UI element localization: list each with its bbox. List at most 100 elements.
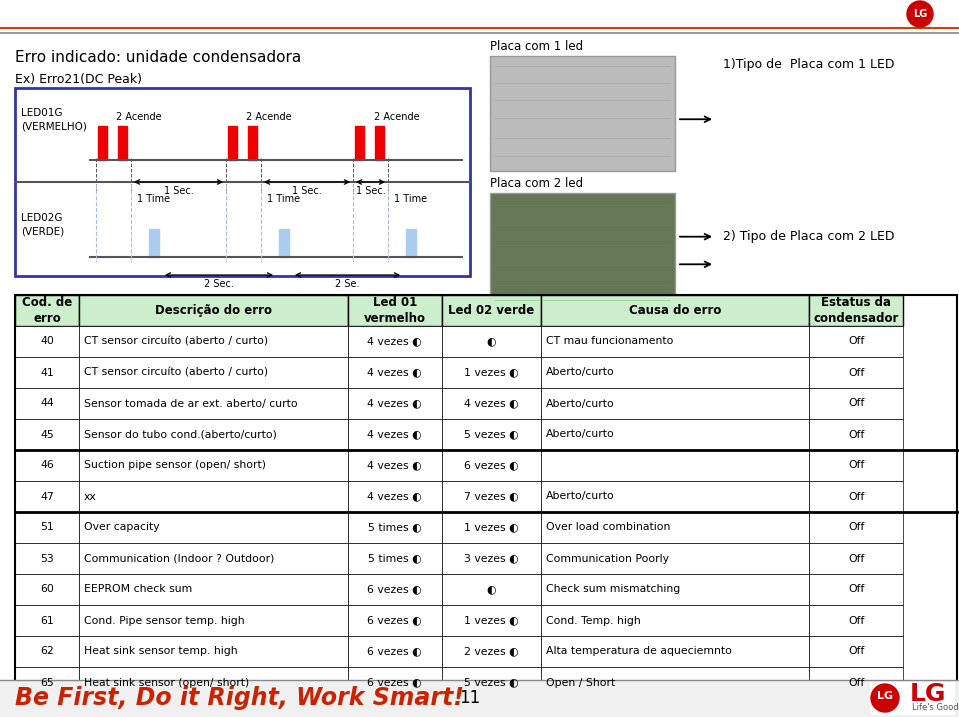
Text: Off: Off: [848, 460, 864, 470]
Bar: [279, 229, 289, 257]
Text: 62: 62: [40, 647, 54, 657]
Bar: [228, 126, 237, 160]
Text: Off: Off: [848, 491, 864, 501]
Bar: [442, 481, 541, 512]
Circle shape: [907, 1, 933, 27]
Bar: [809, 574, 903, 605]
Text: Communication (Indoor ? Outdoor): Communication (Indoor ? Outdoor): [84, 554, 274, 564]
Text: 44: 44: [40, 399, 54, 409]
Bar: [809, 295, 903, 326]
Text: 1 Time: 1 Time: [394, 194, 428, 204]
Text: LG: LG: [877, 691, 893, 701]
Text: Sensor do tubo cond.(aberto/curto): Sensor do tubo cond.(aberto/curto): [84, 429, 277, 440]
Text: xx: xx: [84, 491, 97, 501]
Bar: [15, 295, 957, 698]
Text: 45: 45: [40, 429, 54, 440]
Bar: [490, 193, 675, 308]
Text: 41: 41: [40, 368, 54, 377]
Text: Communication Poorly: Communication Poorly: [546, 554, 668, 564]
Text: CT sensor circuíto (aberto / curto): CT sensor circuíto (aberto / curto): [84, 336, 269, 346]
Text: Off: Off: [848, 399, 864, 409]
Bar: [541, 667, 809, 698]
Text: Open / Short: Open / Short: [546, 678, 615, 688]
Text: 2 Acende: 2 Acende: [246, 112, 292, 122]
Text: LG: LG: [913, 9, 927, 19]
Text: Off: Off: [848, 615, 864, 625]
Bar: [15, 450, 79, 481]
Bar: [809, 481, 903, 512]
Text: Over capacity: Over capacity: [84, 523, 160, 533]
Bar: [79, 543, 347, 574]
Circle shape: [871, 684, 899, 712]
Bar: [442, 326, 541, 357]
Text: 4 vezes ◐: 4 vezes ◐: [367, 491, 422, 501]
Bar: [406, 229, 416, 257]
Bar: [15, 636, 79, 667]
Bar: [809, 667, 903, 698]
Bar: [541, 636, 809, 667]
Bar: [15, 574, 79, 605]
Text: 6 vezes ◐: 6 vezes ◐: [367, 647, 422, 657]
Bar: [79, 450, 347, 481]
Text: Be First, Do it Right, Work Smart!: Be First, Do it Right, Work Smart!: [15, 686, 464, 710]
Text: Aberto/curto: Aberto/curto: [546, 399, 615, 409]
Bar: [347, 512, 442, 543]
Text: 53: 53: [40, 554, 54, 564]
Bar: [442, 574, 541, 605]
Text: 47: 47: [40, 491, 54, 501]
Bar: [15, 512, 79, 543]
Bar: [15, 419, 79, 450]
Text: Off: Off: [848, 678, 864, 688]
Text: Aberto/curto: Aberto/curto: [546, 429, 615, 440]
Text: 51: 51: [40, 523, 54, 533]
Text: ◐: ◐: [486, 336, 496, 346]
Text: 2 Acende: 2 Acende: [373, 112, 419, 122]
Text: Cond. Pipe sensor temp. high: Cond. Pipe sensor temp. high: [84, 615, 245, 625]
Bar: [15, 605, 79, 636]
Text: 46: 46: [40, 460, 54, 470]
Bar: [248, 126, 257, 160]
Text: Cod. de
erro: Cod. de erro: [22, 297, 72, 325]
Text: ◐: ◐: [486, 584, 496, 594]
Bar: [442, 450, 541, 481]
Text: Led 02 verde: Led 02 verde: [448, 304, 534, 317]
Text: CT mau funcionamento: CT mau funcionamento: [546, 336, 673, 346]
Bar: [375, 126, 384, 160]
Bar: [347, 388, 442, 419]
Bar: [347, 326, 442, 357]
Text: 1 Time: 1 Time: [137, 194, 171, 204]
Text: 1)Tipo de  Placa com 1 LED: 1)Tipo de Placa com 1 LED: [723, 58, 895, 71]
Bar: [15, 481, 79, 512]
Text: 7 vezes ◐: 7 vezes ◐: [464, 491, 519, 501]
Text: LED02G
(VERDE): LED02G (VERDE): [21, 214, 64, 237]
Text: 6 vezes ◐: 6 vezes ◐: [367, 615, 422, 625]
Text: 4 vezes ◐: 4 vezes ◐: [367, 368, 422, 377]
Bar: [79, 574, 347, 605]
Bar: [541, 326, 809, 357]
Text: 5 vezes ◐: 5 vezes ◐: [464, 678, 519, 688]
Bar: [118, 126, 127, 160]
Bar: [442, 419, 541, 450]
Bar: [355, 126, 364, 160]
Bar: [442, 512, 541, 543]
Text: 2 Acende: 2 Acende: [116, 112, 162, 122]
Bar: [442, 667, 541, 698]
Text: 6 vezes ◐: 6 vezes ◐: [367, 584, 422, 594]
Text: Heat sink sensor (open/ short): Heat sink sensor (open/ short): [84, 678, 249, 688]
Text: 1 Time: 1 Time: [268, 194, 300, 204]
Bar: [541, 295, 809, 326]
Bar: [15, 357, 79, 388]
Bar: [442, 388, 541, 419]
Bar: [347, 667, 442, 698]
Bar: [15, 295, 79, 326]
Bar: [541, 419, 809, 450]
Bar: [149, 229, 159, 257]
Text: 4 vezes ◐: 4 vezes ◐: [464, 399, 519, 409]
Text: 4 vezes ◐: 4 vezes ◐: [367, 399, 422, 409]
Bar: [15, 667, 79, 698]
Text: 1 vezes ◐: 1 vezes ◐: [464, 615, 519, 625]
Text: Estatus da
condensador: Estatus da condensador: [813, 297, 899, 325]
Text: Off: Off: [848, 554, 864, 564]
Bar: [79, 357, 347, 388]
Bar: [870, 682, 955, 715]
